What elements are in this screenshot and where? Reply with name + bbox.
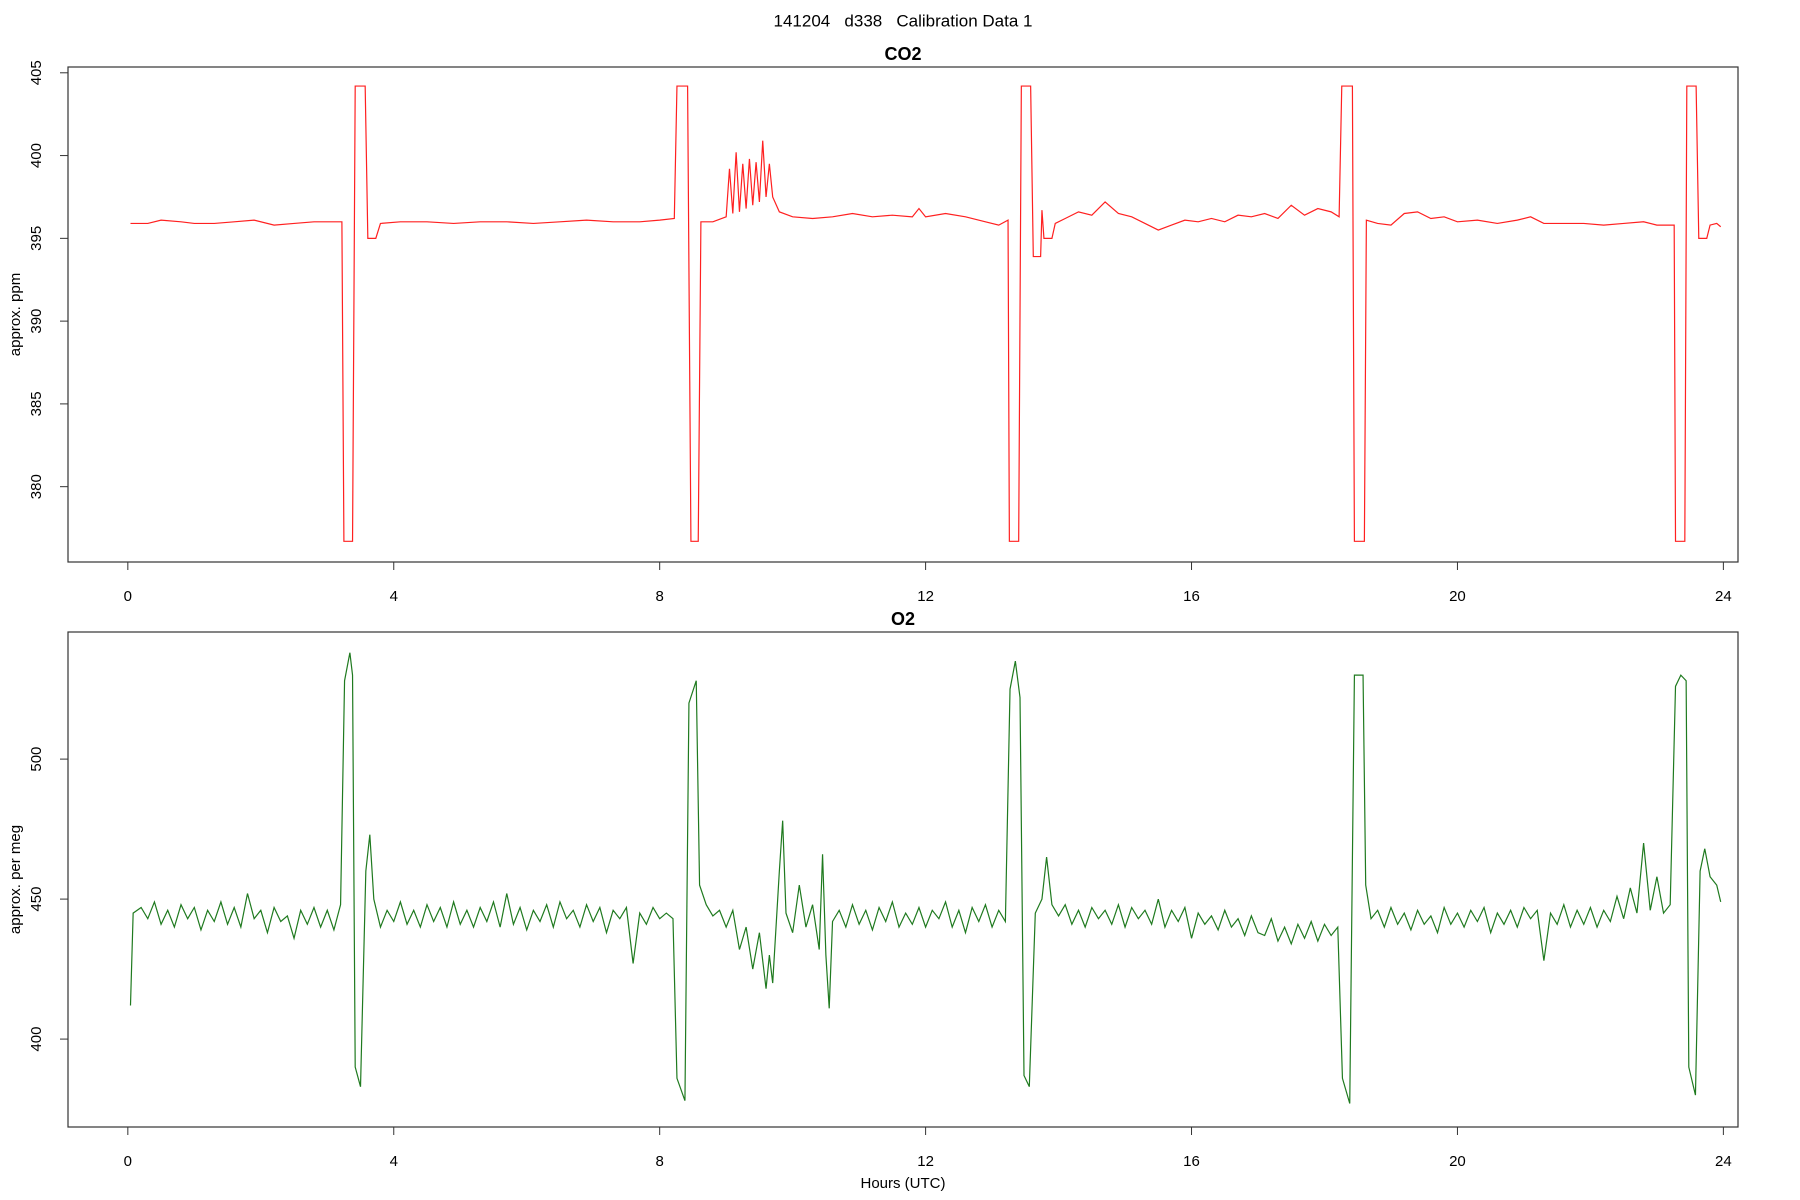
y-tick-label: 450 (28, 887, 45, 912)
x-tick-label: 16 (1183, 1153, 1200, 1170)
x-tick-label: 0 (124, 588, 132, 605)
panel-title: CO2 (884, 44, 921, 64)
x-tick-label: 20 (1449, 588, 1466, 605)
y-tick-label: 390 (28, 309, 45, 334)
x-tick-label: 12 (917, 1153, 934, 1170)
y-tick-label: 500 (28, 747, 45, 772)
x-tick-label: 16 (1183, 588, 1200, 605)
y-tick-label: 385 (28, 391, 45, 416)
x-tick-label: 4 (390, 588, 398, 605)
data-line (129, 652, 1722, 1104)
y-axis-label: approx. per meg (7, 825, 24, 934)
y-tick-label: 380 (28, 474, 45, 499)
x-axis-label: Hours (UTC) (861, 1175, 946, 1192)
x-tick-label: 20 (1449, 1153, 1466, 1170)
plot-box (67, 66, 1739, 563)
x-tick-label: 8 (656, 588, 664, 605)
x-tick-label: 24 (1715, 1153, 1732, 1170)
y-tick-label: 405 (28, 60, 45, 85)
y-tick-label: 395 (28, 226, 45, 251)
figure-title: 141204 d338 Calibration Data 1 (774, 11, 1033, 30)
data-line (130, 85, 1722, 542)
x-tick-label: 8 (656, 1153, 664, 1170)
x-tick-label: 12 (917, 588, 934, 605)
x-tick-label: 24 (1715, 588, 1732, 605)
y-tick-label: 400 (28, 1027, 45, 1052)
x-tick-label: 0 (124, 1153, 132, 1170)
y-tick-label: 400 (28, 143, 45, 168)
panel-title: O2 (891, 609, 915, 629)
x-tick-label: 4 (390, 1153, 398, 1170)
y-axis-label: approx. ppm (7, 273, 24, 356)
plot-box (67, 631, 1739, 1128)
